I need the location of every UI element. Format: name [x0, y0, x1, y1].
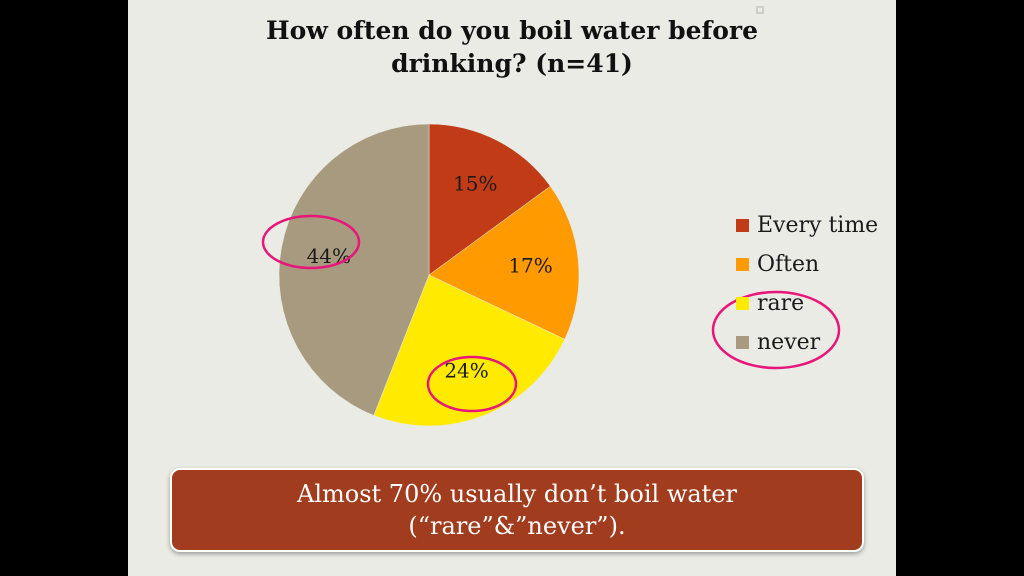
legend-swatch	[736, 258, 749, 271]
slide: How often do you boil water before drink…	[128, 0, 896, 576]
legend-item-never: never	[736, 323, 878, 362]
highlight-circle-rare-label	[426, 355, 518, 413]
slice-label: 17%	[508, 253, 552, 277]
legend-label: Every time	[757, 213, 879, 238]
conclusion-banner: Almost 70% usually don’t boil water (“ra…	[170, 468, 864, 552]
pie-slice-every-time	[428, 123, 551, 276]
slice-label: 24%	[444, 358, 488, 382]
legend-label: never	[757, 330, 821, 355]
chart-title-line2: drinking? (n=41)	[391, 49, 633, 78]
legend-item-rare: rare	[736, 284, 878, 323]
pie-slice-rare	[373, 274, 566, 427]
pie-chart: 15% 17% 24% 44%	[261, 123, 841, 427]
legend: Every time Often rare never	[736, 206, 878, 362]
corner-decoration	[756, 6, 764, 14]
slice-label: 44%	[307, 244, 351, 268]
banner-line2: (“rare”&”never”).	[408, 512, 626, 540]
slice-label: 15%	[453, 172, 497, 196]
legend-label: Often	[757, 252, 820, 277]
highlight-circle-never-label	[261, 214, 361, 270]
pie-slice-often	[428, 185, 580, 340]
legend-item-often: Often	[736, 245, 878, 284]
pie-slice-never	[278, 123, 430, 416]
legend-item-every-time: Every time	[736, 206, 878, 245]
legend-swatch	[736, 219, 749, 232]
chart-title-line1: How often do you boil water before	[265, 16, 759, 45]
banner-line1: Almost 70% usually don’t boil water	[297, 480, 737, 508]
legend-label: rare	[757, 291, 805, 316]
legend-swatch	[736, 336, 749, 349]
chart-title: How often do you boil water before drink…	[128, 14, 896, 80]
highlight-circle-legend	[711, 290, 841, 370]
legend-swatch	[736, 297, 749, 310]
